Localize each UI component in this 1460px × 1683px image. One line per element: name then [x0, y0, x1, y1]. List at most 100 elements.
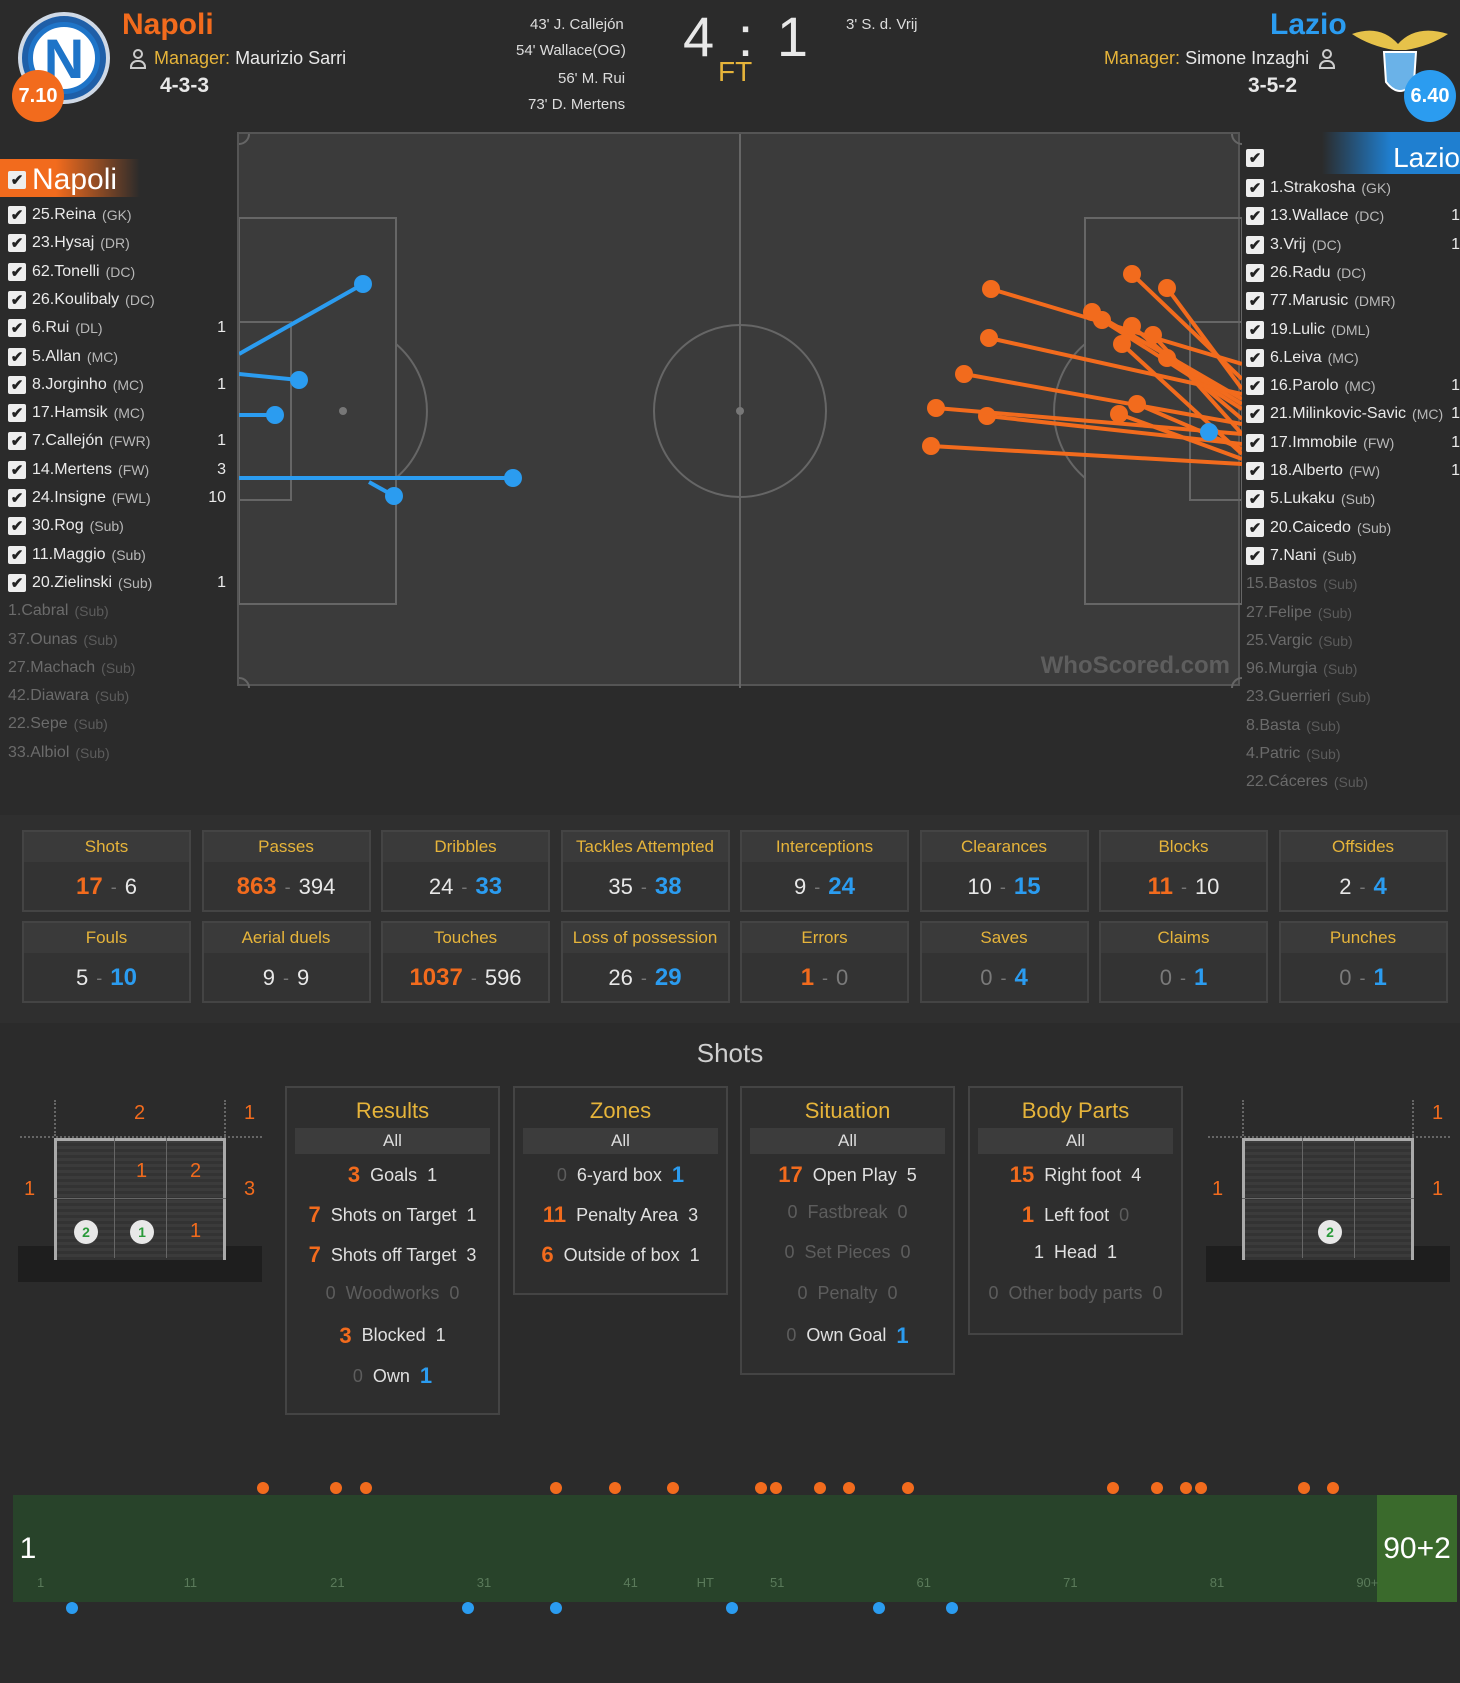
home-shot-point[interactable]	[1158, 279, 1176, 297]
player-row[interactable]: ✔ 30.Rog (Sub)	[8, 514, 226, 538]
panel-row[interactable]: 1 Head 1	[970, 1242, 1181, 1263]
stat-box[interactable]: Touches 1037-596	[381, 921, 550, 1003]
player-row[interactable]: ✔ 6.Rui (DL) 1	[8, 316, 226, 340]
home-shot-point[interactable]	[1144, 326, 1162, 344]
away-shot-point[interactable]	[266, 406, 284, 424]
home-shot-dot[interactable]	[1327, 1482, 1340, 1494]
away-shot-dot[interactable]	[550, 1602, 563, 1614]
home-shot-point[interactable]	[1110, 405, 1128, 423]
player-row[interactable]: ✔ 26.Koulibaly (DC)	[8, 288, 226, 312]
away-shot-point[interactable]	[385, 487, 403, 505]
home-shot-dot[interactable]	[813, 1482, 826, 1494]
home-shot-dot[interactable]	[359, 1482, 372, 1494]
panel-row[interactable]: 0 Set Pieces 0	[742, 1242, 953, 1263]
checkbox-icon[interactable]: ✔	[8, 489, 26, 507]
player-row[interactable]: ✔ 6.Leiva (MC)	[1246, 346, 1460, 370]
unused-player-row[interactable]: 4.Patric (Sub)	[1246, 742, 1340, 766]
player-row[interactable]: ✔ 7.Nani (Sub)	[1246, 544, 1460, 568]
panel-filter-all[interactable]: All	[750, 1128, 945, 1154]
panel-row[interactable]: 3 Blocked 1	[287, 1323, 498, 1349]
home-shot-dot[interactable]	[843, 1482, 856, 1494]
panel-filter-all[interactable]: All	[523, 1128, 718, 1154]
away-shot-point[interactable]	[1200, 423, 1218, 441]
player-row[interactable]: ✔ 14.Mertens (FW) 3	[8, 458, 226, 482]
unused-player-row[interactable]: 27.Machach (Sub)	[8, 656, 135, 680]
home-shot-point[interactable]	[980, 329, 998, 347]
checkbox-icon[interactable]: ✔	[8, 375, 26, 394]
unused-player-row[interactable]: 25.Vargic (Sub)	[1246, 629, 1353, 653]
checkbox-icon[interactable]: ✔	[1246, 348, 1264, 367]
away-shot-dot[interactable]	[462, 1602, 475, 1614]
home-shot-point[interactable]	[1123, 317, 1141, 335]
away-shot-dot[interactable]	[725, 1602, 738, 1614]
home-shot-dot[interactable]	[330, 1482, 343, 1494]
home-shot-dot[interactable]	[667, 1482, 680, 1494]
stat-box[interactable]: Aerial duels 9-9	[201, 921, 371, 1003]
panel-row[interactable]: 15 Right foot 4	[970, 1162, 1181, 1188]
player-row[interactable]: ✔ 77.Marusic (DMR)	[1246, 289, 1460, 313]
home-list-header-row[interactable]: ✔ Napoli	[8, 163, 117, 197]
checkbox-icon[interactable]: ✔	[8, 347, 26, 366]
home-shot-dot[interactable]	[1151, 1482, 1164, 1494]
home-shot-dot[interactable]	[1195, 1482, 1208, 1494]
home-shot-dot[interactable]	[608, 1482, 621, 1494]
checkbox-icon[interactable]: ✔	[8, 573, 26, 592]
stat-box[interactable]: Saves 0-4	[919, 921, 1089, 1003]
checkbox-icon[interactable]: ✔	[1246, 518, 1264, 537]
home-shot-point[interactable]	[922, 437, 940, 455]
player-row[interactable]: ✔ 24.Insigne (FWL) 10	[8, 486, 226, 510]
player-row[interactable]: ✔ 20.Zielinski (Sub) 1	[8, 571, 226, 595]
player-row[interactable]: ✔ 3.Vrij (DC) 1	[1246, 233, 1460, 257]
checkbox-icon[interactable]: ✔	[8, 432, 26, 451]
player-row[interactable]: ✔ 5.Allan (MC)	[8, 345, 226, 369]
checkbox-icon[interactable]: ✔	[8, 171, 26, 189]
panel-row[interactable]: 7 Shots off Target 3	[287, 1242, 498, 1268]
home-team-name[interactable]: Napoli	[122, 8, 214, 41]
checkbox-icon[interactable]: ✔	[1246, 490, 1264, 509]
stat-box[interactable]: Tackles Attempted 35-38	[560, 830, 730, 912]
away-shot-point[interactable]	[504, 469, 522, 487]
player-row[interactable]: ✔ 20.Caicedo (Sub)	[1246, 516, 1460, 540]
checkbox-icon[interactable]: ✔	[1246, 235, 1264, 254]
away-shot-point[interactable]	[290, 371, 308, 389]
unused-player-row[interactable]: 8.Basta (Sub)	[1246, 714, 1341, 738]
checkbox-icon[interactable]: ✔	[8, 290, 26, 309]
stat-box[interactable]: Dribbles 24-33	[381, 830, 550, 912]
panel-row[interactable]: 3 Goals 1	[287, 1162, 498, 1188]
checkbox-icon[interactable]: ✔	[1246, 377, 1264, 396]
player-row[interactable]: ✔ 7.Callejón (FWR) 1	[8, 429, 226, 453]
player-row[interactable]: ✔ 17.Immobile (FW) 1	[1246, 431, 1460, 455]
stat-box[interactable]: Blocks 11-10	[1099, 830, 1268, 912]
unused-player-row[interactable]: 33.Albiol (Sub)	[8, 741, 110, 765]
panel-row[interactable]: 6 Outside of box 1	[515, 1242, 726, 1268]
player-row[interactable]: ✔ 21.Milinkovic-Savic (MC) 1	[1246, 402, 1460, 426]
stat-box[interactable]: Punches 0-1	[1278, 921, 1448, 1003]
home-shot-point[interactable]	[1158, 349, 1176, 367]
panel-row[interactable]: 0 Fastbreak 0	[742, 1202, 953, 1223]
checkbox-icon[interactable]: ✔	[8, 404, 26, 423]
unused-player-row[interactable]: 42.Diawara (Sub)	[8, 684, 129, 708]
home-shot-point[interactable]	[1093, 311, 1111, 329]
checkbox-icon[interactable]: ✔	[8, 517, 26, 536]
stat-box[interactable]: Clearances 10-15	[919, 830, 1089, 912]
stat-box[interactable]: Shots 17-6	[22, 830, 191, 912]
checkbox-icon[interactable]: ✔	[8, 206, 26, 224]
unused-player-row[interactable]: 23.Guerrieri (Sub)	[1246, 685, 1371, 709]
checkbox-icon[interactable]: ✔	[1246, 149, 1264, 167]
checkbox-icon[interactable]: ✔	[1246, 263, 1264, 282]
checkbox-icon[interactable]: ✔	[1246, 462, 1264, 480]
player-row[interactable]: ✔ 5.Lukaku (Sub)	[1246, 487, 1460, 511]
checkbox-icon[interactable]: ✔	[1246, 546, 1264, 565]
player-row[interactable]: ✔ 62.Tonelli (DC)	[8, 260, 226, 284]
stat-box[interactable]: Passes 863-394	[201, 830, 371, 912]
panel-filter-all[interactable]: All	[978, 1128, 1173, 1154]
panel-row[interactable]: 0 Other body parts 0	[970, 1283, 1181, 1304]
panel-row[interactable]: 7 Shots on Target 1	[287, 1202, 498, 1228]
panel-row[interactable]: 11 Penalty Area 3	[515, 1202, 726, 1228]
panel-row[interactable]: 0 Own 1	[287, 1363, 498, 1389]
away-shot-dot[interactable]	[945, 1602, 958, 1614]
unused-player-row[interactable]: 37.Ounas (Sub)	[8, 628, 118, 652]
home-shot-point[interactable]	[982, 280, 1000, 298]
panel-row[interactable]: 0 Penalty 0	[742, 1283, 953, 1304]
stat-box[interactable]: Errors 1-0	[740, 921, 909, 1003]
